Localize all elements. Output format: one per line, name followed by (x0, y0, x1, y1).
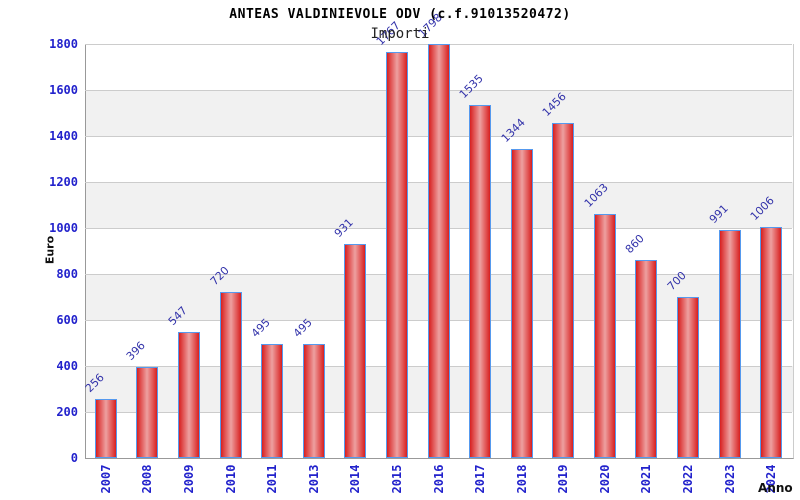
bar-2008 (136, 366, 159, 458)
chart-subtitle: Importi (370, 26, 430, 42)
bar-2018 (510, 148, 533, 458)
bar-2013 (302, 344, 325, 458)
x-tick-label-2014: 2014 (348, 464, 363, 494)
bar-2022 (677, 297, 700, 458)
x-tick-label-2022: 2022 (681, 464, 696, 494)
bar-2021 (635, 260, 658, 458)
y-tick-label: 800 (56, 267, 78, 281)
chart-title: ANTEAS VALDINIEVOLE ODV (c.f.91013520472… (229, 7, 571, 22)
y-tick-label: 600 (56, 313, 78, 327)
bar-2023 (718, 230, 741, 458)
x-tick-label-2021: 2021 (639, 464, 654, 494)
bar-2020 (593, 213, 616, 458)
bar-2015 (385, 51, 408, 458)
x-tick-label-2011: 2011 (265, 464, 280, 494)
y-tick-label: 1600 (49, 83, 78, 97)
bar-2019 (552, 123, 575, 458)
bar-2017 (469, 104, 492, 458)
y-tick-label: 1800 (49, 37, 78, 51)
x-tick-label-2008: 2008 (140, 464, 155, 494)
bar-2011 (261, 344, 284, 458)
y-tick-label: 400 (56, 359, 78, 373)
y-axis-title: Euro (43, 235, 57, 265)
bar-2024 (760, 226, 783, 458)
bar-2009 (177, 332, 200, 458)
y-tick-label: 200 (56, 405, 78, 419)
y-tick-label: 1400 (49, 129, 78, 143)
bar-2007 (94, 399, 117, 458)
x-tick-label-2016: 2016 (431, 464, 446, 494)
x-tick-label-2019: 2019 (556, 464, 571, 494)
x-tick-label-2023: 2023 (722, 464, 737, 494)
y-tick-label: 0 (70, 451, 78, 465)
y-tick-label: 1000 (49, 221, 78, 235)
x-tick-label-2009: 2009 (181, 464, 196, 494)
x-tick-label-2015: 2015 (389, 464, 404, 494)
bar-2010 (219, 292, 242, 458)
x-tick-label-2013: 2013 (306, 464, 321, 494)
bar-2014 (344, 243, 367, 458)
x-axis-title: Anno (758, 481, 793, 495)
y-tick-label: 1200 (49, 175, 78, 189)
bar-2016 (427, 44, 450, 458)
x-tick-label-2018: 2018 (514, 464, 529, 494)
x-tick-label-2020: 2020 (597, 464, 612, 494)
x-tick-label-2017: 2017 (473, 464, 488, 494)
x-tick-label-2010: 2010 (223, 464, 238, 494)
x-tick-label-2007: 2007 (98, 464, 113, 494)
